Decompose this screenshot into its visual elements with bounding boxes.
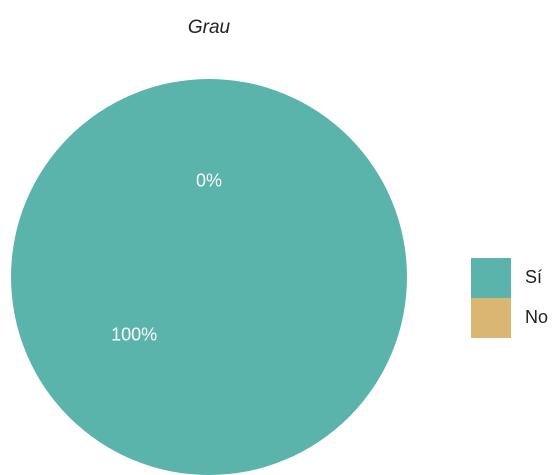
- legend-swatch: [471, 258, 511, 298]
- legend-swatch: [471, 298, 511, 338]
- pie-slice: [11, 79, 407, 475]
- legend-label: No: [525, 307, 548, 327]
- legend-label: Sí: [525, 267, 542, 287]
- data-label: 0%: [196, 171, 222, 191]
- chart-title: Grau: [188, 17, 231, 38]
- data-label: 100%: [111, 324, 157, 344]
